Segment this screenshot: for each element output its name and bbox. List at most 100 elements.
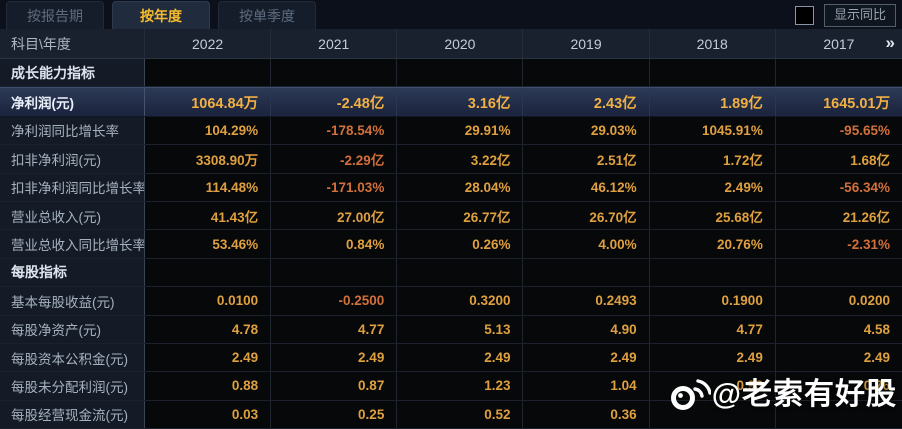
value-cell: 53.46% (145, 230, 272, 258)
show-yoy-button[interactable]: 显示同比 (823, 4, 896, 27)
value-cell: 26.77亿 (397, 201, 524, 230)
value-cell: 3.16亿 (397, 88, 524, 116)
value-cell: 29.91% (397, 116, 524, 145)
value-cell (523, 59, 650, 87)
row-label: 扣非净利润(元) (0, 145, 145, 173)
year-column-header: 2022 (145, 29, 272, 58)
value-cell: 0.03 (145, 400, 272, 429)
value-cell: 27.00亿 (271, 201, 398, 230)
section-row: 每股指标 (0, 258, 902, 288)
data-row: 基本每股收益(元) 0.0100 -0.2500 0.3200 0.2493 0.1900… (0, 287, 902, 316)
value-cell: -2.31% (847, 236, 890, 252)
value-cell: 21.26亿 (842, 209, 890, 225)
value-cell (650, 258, 776, 287)
value-cell (776, 59, 902, 86)
value-cell: 3.22亿 (397, 145, 524, 173)
row-label: 净利润同比增长率 (0, 116, 145, 145)
value-cell: 0.52 (397, 400, 524, 429)
value-cell (776, 259, 902, 286)
value-cell: -95.65% (839, 122, 890, 138)
value-cell: 0.3200 (397, 287, 524, 315)
row-label: 每股未分配利润(元) (0, 372, 145, 400)
value-cell: 104.29% (145, 116, 272, 145)
value-cell: -2.29亿 (271, 145, 398, 173)
tab-by-report-period[interactable]: 按报告期 (6, 1, 104, 29)
corner-header: 科目\年度 (0, 29, 145, 58)
period-tabbar: 按报告期 按年度 按单季度 显示同比 (0, 0, 902, 29)
value-cell: 4.78 (145, 315, 272, 343)
value-cell: 3308.90万 (145, 145, 272, 173)
row-label: 每股净资产(元) (0, 315, 145, 343)
value-cell: 2.49 (650, 343, 776, 372)
value-cell: 0.84% (271, 230, 398, 258)
tab-by-quarter[interactable]: 按单季度 (218, 1, 316, 29)
value-cell: 2.49 (397, 343, 524, 372)
value-cell: 2.43亿 (523, 88, 650, 116)
value-cell (271, 258, 398, 287)
value-cell: -178.54% (271, 116, 398, 145)
data-row: 每股净资产(元) 4.78 4.77 5.13 4.90 4.77 4.58 (0, 315, 902, 344)
value-cell: 1.72亿 (650, 145, 776, 173)
value-cell: 28.04% (397, 173, 524, 201)
value-cell: 2.49 (145, 343, 272, 372)
year-column-header: 2021 (271, 29, 398, 58)
value-cell: 20.76% (650, 230, 776, 258)
data-row: 每股资本公积金(元) 2.49 2.49 2.49 2.49 2.49 2.49 (0, 343, 902, 373)
value-cell: 0.36 (523, 400, 650, 429)
tab-by-year[interactable]: 按年度 (112, 1, 210, 29)
value-cell: 1064.84万 (145, 88, 272, 116)
value-cell: -171.03% (271, 173, 398, 201)
table-body: 成长能力指标 净利润(元) 1064.84万 -2.48亿 3.16亿 2.43亿 1.89… (0, 59, 902, 429)
value-cell: 1.68亿 (850, 152, 890, 168)
year-column-header: 2017» (823, 32, 895, 52)
value-cell: -0.2500 (271, 287, 398, 315)
value-cell: 41.43亿 (145, 201, 272, 230)
value-cell (650, 59, 776, 87)
year-column-header: 2019 (523, 29, 650, 58)
value-cell: 0.1900 (650, 287, 776, 315)
value-cell (397, 59, 524, 87)
section-header-label: 成长能力指标 (0, 59, 145, 87)
value-cell (523, 258, 650, 287)
data-row: 扣非净利润同比增长率 114.48% -171.03% 28.04% 46.12% 2.4… (0, 173, 902, 202)
value-cell: 1.89亿 (650, 88, 776, 116)
value-cell (397, 258, 524, 287)
row-label: 营业总收入同比增长率 (0, 230, 145, 258)
data-row: 扣非净利润(元) 3308.90万 -2.29亿 3.22亿 2.51亿 1.72亿 1.6… (0, 145, 902, 174)
value-cell: 4.58 (863, 321, 890, 337)
value-cell: 46.12% (523, 173, 650, 201)
data-row: 每股经营现金流(元) 0.03 0.25 0.52 0.36 (0, 400, 902, 429)
data-row: 净利润同比增长率 104.29% -178.54% 29.91% 29.03% 1045.… (0, 116, 902, 146)
value-cell: 2.49 (863, 350, 890, 366)
financials-table: 科目\年度 2022 2021 2020 2019 2018 2017» 成长能力指标 净利… (0, 29, 902, 429)
value-cell (145, 258, 272, 287)
show-yoy-checkbox[interactable] (794, 6, 814, 25)
value-cell: 0.93 (650, 372, 776, 400)
value-cell: 2.49 (271, 343, 398, 372)
value-cell: 1.23 (397, 372, 524, 400)
year-column-header: 2018 (650, 29, 776, 58)
value-cell (271, 59, 398, 87)
year-column-header: 2020 (397, 29, 524, 58)
value-cell: 114.48% (145, 173, 272, 201)
value-cell: 0.25 (271, 400, 398, 429)
value-cell: 29.03% (523, 116, 650, 145)
row-label: 基本每股收益(元) (0, 287, 145, 315)
value-cell: 0.87 (271, 372, 398, 400)
value-cell: 5.13 (397, 315, 524, 343)
value-cell: 0.0200 (848, 293, 890, 309)
value-cell: 1645.01万 (823, 95, 890, 112)
value-cell: 0.76 (863, 378, 890, 394)
more-years-icon[interactable]: » (885, 32, 895, 52)
value-cell: -2.48亿 (271, 88, 398, 116)
value-cell: 4.77 (271, 315, 398, 343)
row-label: 每股经营现金流(元) (0, 400, 145, 429)
value-cell: 0.88 (145, 372, 272, 400)
value-cell: 4.90 (523, 315, 650, 343)
section-header-label: 每股指标 (0, 258, 145, 287)
row-label: 营业总收入(元) (0, 201, 145, 230)
value-cell: 25.68亿 (650, 201, 776, 230)
data-row: 每股未分配利润(元) 0.88 0.87 1.23 1.04 0.93 0.76 (0, 372, 902, 401)
row-label: 净利润(元) (0, 88, 145, 116)
